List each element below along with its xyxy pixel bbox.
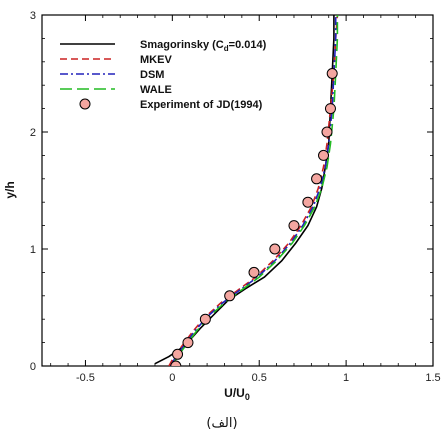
x-tick-label: 0.5 [252, 372, 267, 384]
x-tick-label: 1.5 [425, 372, 440, 384]
series-experiment-of-jd-1994-point [170, 360, 182, 366]
x-tick-label: 0 [169, 372, 175, 384]
y-tick-label: 0 [30, 361, 36, 373]
legend-dsm-label-main: DSM [140, 69, 164, 81]
legend-mkev-label: MKEV [140, 54, 172, 66]
legend-smagorinsky-c-label: Smagorinsky (Cd=0.014) [140, 39, 267, 53]
legend-experiment-of-jd-1994-label-main: Experiment of JD(1994) [140, 99, 263, 111]
legend-smagorinsky-c-label-main: Smagorinsky (C [140, 39, 224, 51]
x-axis-label-sub: 0 [245, 392, 250, 402]
y-axis-label: y/h [3, 181, 17, 198]
plot-area [41, 14, 434, 367]
y-tick-label: 2 [30, 127, 36, 139]
series-experiment-of-jd-1994-point [269, 243, 281, 255]
series-experiment-of-jd-1994-point [326, 68, 338, 79]
legend-mkev-label-main: MKEV [140, 54, 172, 66]
series-experiment-of-jd-1994-point [199, 313, 211, 325]
x-tick-label: 1 [343, 372, 349, 384]
caption: (الف) [206, 416, 237, 431]
y-tick-label: 1 [30, 244, 36, 256]
series-experiment-of-jd-1994-point [311, 173, 323, 185]
series-experiment-of-jd-1994-point [288, 220, 300, 232]
x-axis-label-main: U/U [224, 386, 245, 400]
series-experiment-of-jd-1994-point [248, 266, 260, 278]
legend-wale-label-main: WALE [140, 84, 172, 96]
series-experiment-of-jd-1994-point [321, 126, 333, 138]
x-axis-label: U/U0 [224, 386, 250, 402]
legend-experiment-of-jd-1994-marker [79, 98, 91, 110]
legend-wale-label: WALE [140, 84, 172, 96]
series-experiment-of-jd-1994-point [318, 149, 330, 161]
legend-experiment-of-jd-1994-label: Experiment of JD(1994) [140, 99, 263, 111]
legend-dsm-label: DSM [140, 69, 164, 81]
series-experiment-of-jd-1994-point [324, 103, 336, 115]
x-tick-label: -0.5 [76, 372, 95, 384]
series-experiment-of-jd-1994-point [182, 337, 194, 349]
series-experiment-of-jd-1994-point [224, 290, 236, 302]
y-tick-label: 3 [30, 10, 36, 22]
legend-smagorinsky-c-label-sub: d [224, 44, 229, 53]
series-experiment-of-jd-1994-point [302, 196, 314, 208]
series-experiment-of-jd-1994-point [172, 348, 184, 360]
legend-smagorinsky-c-label-suffix: =0.014) [229, 39, 267, 51]
legend: Smagorinsky (Cd=0.014)MKEVDSMWALEExperim… [60, 39, 267, 111]
series-layer [154, 15, 339, 366]
